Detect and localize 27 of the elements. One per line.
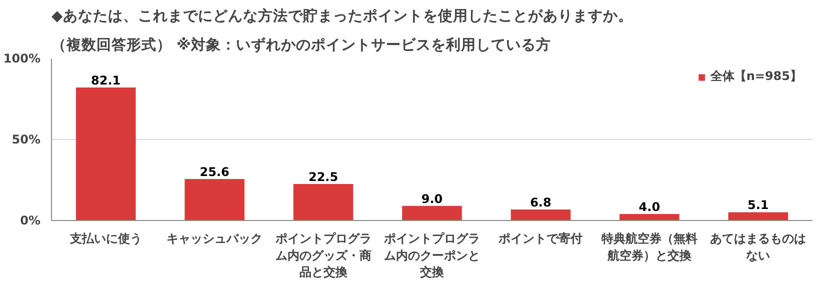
x-tick-label: 支払いに使う	[68, 232, 142, 246]
text: 4.0	[638, 200, 660, 214]
bar	[402, 206, 462, 220]
bar	[184, 179, 244, 220]
x-tick-label: ポイントで寄付	[498, 232, 583, 246]
text: 6.8	[530, 195, 552, 210]
x-tick-label: ポイントプログラム内のグッズ・商品と交換	[274, 232, 372, 280]
text: 22.5	[308, 170, 338, 184]
y-tick-label: 50%	[12, 132, 41, 146]
text: 25.6	[200, 165, 230, 180]
bar	[620, 214, 680, 220]
x-tick-label: キャッシュバック	[166, 232, 263, 246]
x-tick-label: あてはまるものはない	[710, 232, 806, 262]
legend-label: 全体【n=985】	[710, 68, 802, 85]
x-tick-label: 特典航空券（無料航空券）と交換	[600, 232, 698, 262]
y-tick-label: 0%	[20, 214, 40, 228]
text: 9.0	[421, 192, 443, 206]
chart-title: ◆あなたは、これまでにどんな方法で貯まったポイントを使用したことがありますか。	[52, 6, 633, 24]
bar	[76, 88, 136, 220]
y-tick-label: 100%	[3, 52, 41, 66]
chart-subtitle: （複数回答形式） ※対象：いずれかのポイントサービスを利用している方	[52, 36, 551, 54]
x-tick-label: ポイントプログラム内のクーポンと交換	[383, 232, 480, 280]
bar	[510, 209, 571, 220]
text: 5.1	[748, 198, 769, 212]
bar	[728, 212, 788, 220]
bar	[293, 184, 354, 220]
text: 82.1	[91, 74, 121, 88]
